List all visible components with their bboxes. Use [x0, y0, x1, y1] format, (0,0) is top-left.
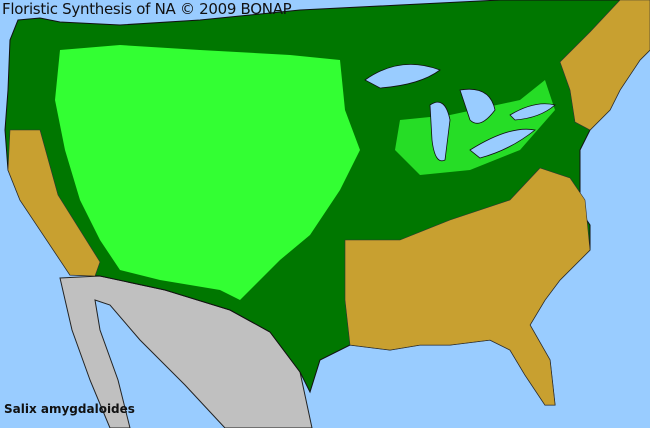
- bright-green-range: [55, 45, 360, 300]
- map-title: Floristic Synthesis of NA © 2009 BONAP: [2, 0, 292, 18]
- southeast-absent: [344, 167, 591, 406]
- great-lakes: [364, 64, 556, 162]
- california-absent: [7, 129, 101, 277]
- northeast-absent: [559, 0, 650, 131]
- species-label: Salix amygdaloides: [4, 402, 135, 416]
